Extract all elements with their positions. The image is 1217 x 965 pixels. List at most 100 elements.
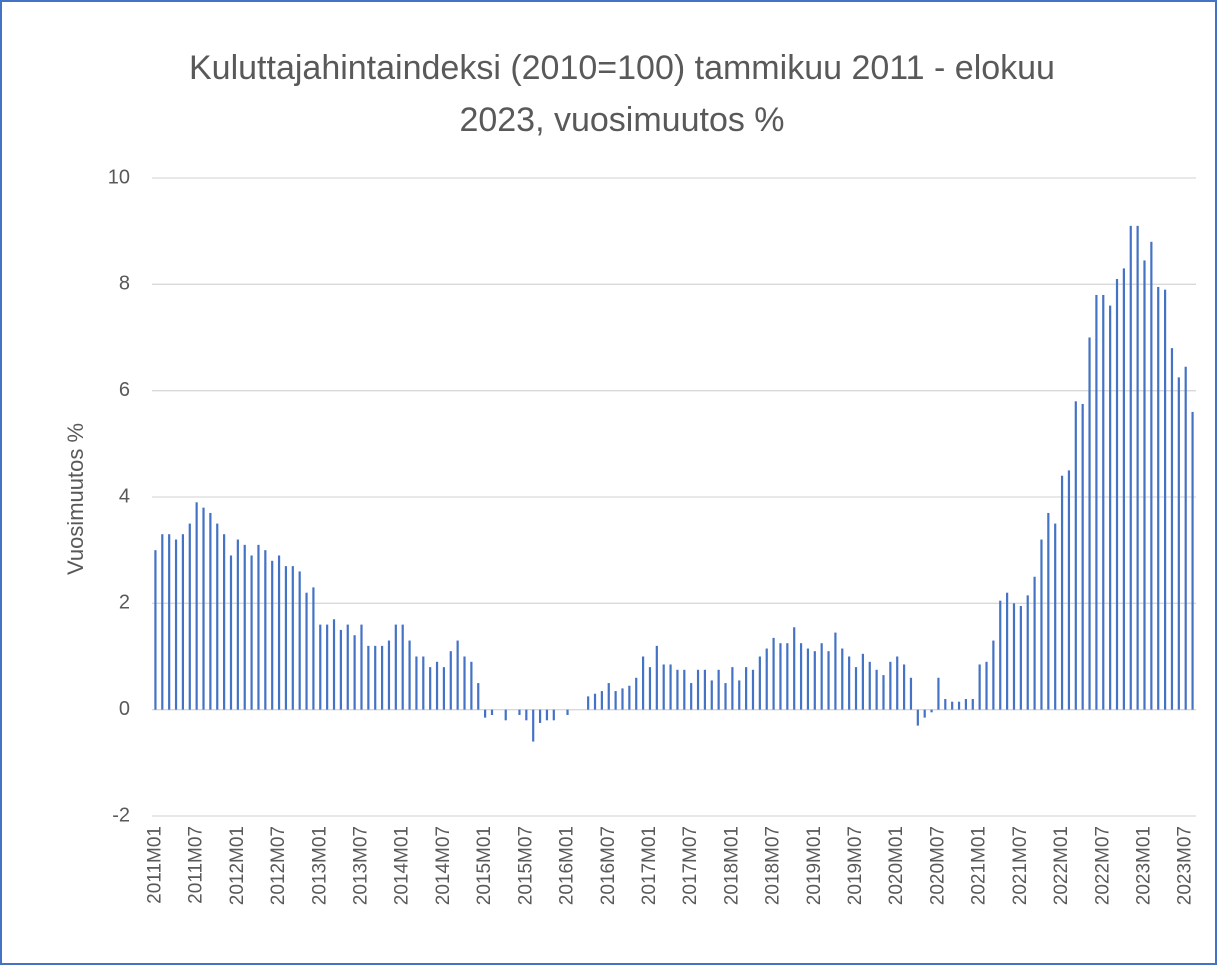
bar (765, 648, 768, 710)
bar (223, 534, 226, 710)
bar (593, 693, 597, 710)
bar (957, 701, 961, 710)
bar (854, 667, 858, 710)
bar (319, 624, 322, 710)
bar (710, 680, 713, 710)
bar (532, 709, 535, 742)
bar (367, 645, 370, 710)
bar (806, 648, 810, 710)
bar (463, 656, 466, 710)
bar (401, 624, 404, 710)
x-tick-label: 2022M07 (1092, 826, 1113, 905)
bar (408, 640, 411, 710)
bar (538, 709, 542, 723)
x-tick-label: 2015M07 (515, 826, 536, 905)
bar (429, 667, 432, 710)
bar (971, 699, 974, 710)
y-tick-label: 2 (119, 592, 130, 614)
bar (442, 667, 446, 710)
bar (326, 624, 329, 710)
bar (291, 566, 294, 710)
bar (669, 664, 672, 710)
bar (1047, 512, 1050, 710)
bar (181, 534, 185, 710)
bar (387, 640, 391, 710)
bar (312, 587, 315, 710)
bar (1060, 475, 1064, 710)
bar (813, 651, 816, 710)
bar (525, 709, 528, 721)
x-tick-label: 2015M01 (474, 826, 495, 905)
bar (435, 661, 439, 710)
bar (799, 643, 803, 710)
bar (909, 677, 913, 710)
chart-title: Kuluttajahintaindeksi (2010=100) tammiku… (189, 49, 1055, 139)
x-tick-label: 2023M07 (1175, 826, 1196, 905)
x-tick-label: 2019M07 (845, 826, 866, 905)
bar (1040, 539, 1043, 710)
bar (216, 523, 219, 710)
x-tick-label: 2022M01 (1051, 826, 1072, 905)
bar (944, 699, 947, 710)
bar (470, 661, 473, 710)
bar (566, 709, 569, 715)
x-tick-label: 2016M01 (557, 826, 578, 905)
bar (545, 709, 549, 721)
bar (786, 643, 789, 710)
bar (676, 669, 679, 710)
bar (896, 656, 899, 710)
x-tick-label: 2020M01 (886, 826, 907, 905)
y-tick-label: 10 (108, 166, 130, 188)
bar (380, 645, 384, 710)
x-tick-label: 2018M07 (763, 826, 784, 905)
bar (1157, 286, 1160, 710)
bar (587, 696, 590, 710)
bar (1109, 305, 1112, 710)
x-tick-label: 2023M01 (1134, 826, 1155, 905)
bar (1177, 377, 1180, 710)
bar (985, 661, 988, 710)
bar (731, 667, 734, 710)
bar (229, 555, 233, 710)
bar (243, 544, 246, 710)
bar (758, 656, 761, 710)
bar (999, 600, 1002, 710)
bar (484, 709, 487, 718)
bar (614, 691, 617, 710)
bar (490, 709, 494, 715)
bar (195, 502, 198, 710)
bar (827, 651, 830, 710)
bar (978, 664, 981, 710)
bar (1129, 225, 1132, 710)
x-tick-label: 2018M01 (721, 826, 742, 905)
bar (1122, 268, 1125, 710)
bar (271, 560, 274, 710)
bar (415, 656, 418, 710)
bar (161, 534, 164, 710)
bar (1191, 411, 1194, 710)
x-tick-label: 2019M01 (804, 826, 825, 905)
bar (834, 632, 837, 710)
bar (456, 640, 459, 710)
bar (332, 619, 336, 710)
bar (662, 664, 665, 710)
bar (1102, 294, 1105, 710)
bar (236, 539, 239, 710)
bar (882, 675, 885, 710)
bar (902, 664, 906, 710)
bar (820, 643, 823, 710)
x-tick-label: 2011M01 (144, 826, 165, 904)
bar (690, 683, 693, 710)
bar (1095, 294, 1098, 710)
bar (1074, 401, 1077, 710)
bar (1019, 605, 1022, 710)
bar (1006, 592, 1009, 710)
y-tick-label: 8 (119, 273, 130, 295)
bar (174, 539, 178, 710)
bar (889, 661, 892, 710)
bar (683, 669, 686, 710)
bar (1067, 470, 1071, 710)
x-tick-label: 2013M01 (309, 826, 330, 905)
bar (600, 691, 603, 710)
bar (353, 635, 356, 710)
